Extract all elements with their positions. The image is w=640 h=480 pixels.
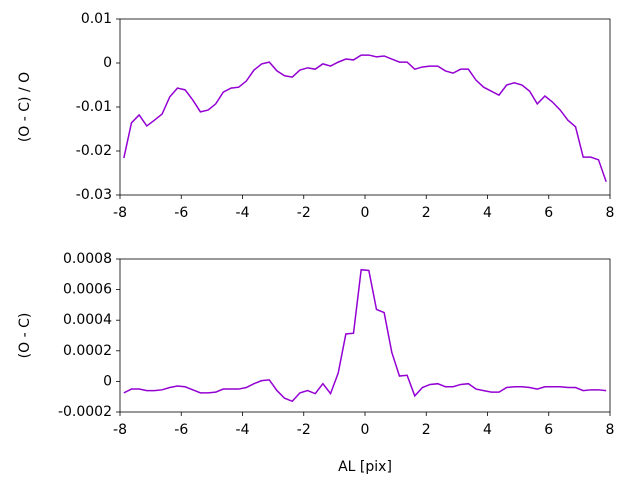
x-tick-label: -6 [174, 422, 188, 438]
data-line [123, 54, 607, 183]
data-line [123, 268, 607, 403]
y-tick-label: -0.03 [76, 187, 112, 203]
y-tick-label: -0.0002 [58, 404, 112, 420]
x-tick-label: -8 [113, 205, 127, 221]
x-tick-label: 0 [361, 205, 370, 221]
x-tick-label: 6 [544, 205, 553, 221]
x-tick-label: -6 [174, 205, 188, 221]
y-tick-label: 0.0002 [63, 343, 112, 359]
y-tick-label: 0.0008 [63, 251, 112, 267]
y-tick-label: 0 [103, 373, 112, 389]
y-tick-label: 0.0004 [63, 312, 112, 328]
y-tick-label: -0.02 [76, 143, 112, 159]
y-tick-label: -0.01 [76, 99, 112, 115]
x-tick-label: 4 [483, 422, 492, 438]
x-tick-label: 6 [544, 422, 553, 438]
y-axis-label: (O - C) [17, 313, 33, 359]
x-tick-label: -4 [236, 422, 250, 438]
x-tick-label: 2 [422, 205, 431, 221]
x-tick-label: 8 [606, 205, 615, 221]
y-tick-label: 0.0006 [63, 282, 112, 298]
axes-frame [119, 18, 611, 196]
x-tick-label: -8 [113, 422, 127, 438]
x-tick-label: 0 [361, 422, 370, 438]
x-tick-label: -4 [236, 205, 250, 221]
y-axis-label: (O - C) / O [17, 72, 33, 142]
x-tick-label: 4 [483, 205, 492, 221]
x-tick-label: -2 [297, 422, 311, 438]
y-tick-label: 0 [103, 55, 112, 71]
x-tick-label: 2 [422, 422, 431, 438]
x-tick-label: 8 [606, 422, 615, 438]
y-tick-label: 0.01 [81, 11, 112, 27]
x-axis-label: AL [pix] [338, 459, 392, 475]
x-tick-label: -2 [297, 205, 311, 221]
